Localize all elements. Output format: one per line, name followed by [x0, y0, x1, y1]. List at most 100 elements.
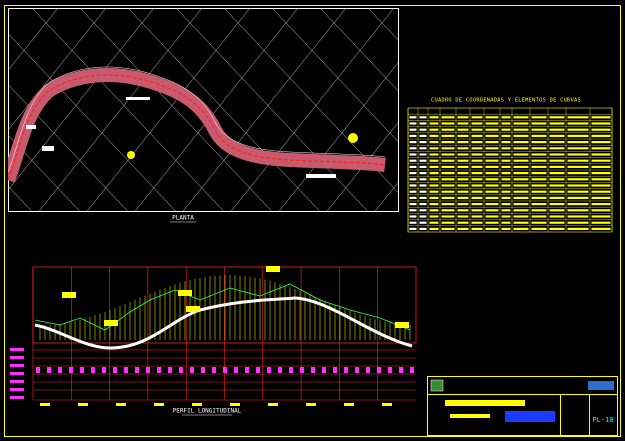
cell-text [591, 153, 611, 156]
cell-text [531, 141, 547, 144]
cell-text [591, 134, 611, 137]
cell-text [567, 227, 589, 230]
cell-text [531, 221, 547, 224]
cell-text [429, 165, 439, 168]
cell-text [429, 153, 439, 156]
cell-text [441, 227, 455, 230]
cell-text [429, 116, 439, 119]
cell-text [567, 178, 589, 181]
cell-text [471, 209, 483, 212]
cell-text [409, 227, 417, 230]
cell-text [441, 134, 455, 137]
cell-text [531, 196, 547, 199]
cell-text [457, 141, 469, 144]
cell-text [409, 134, 417, 137]
band-text [179, 367, 183, 373]
title-block [427, 376, 618, 436]
cell-text [549, 203, 565, 206]
cell-text [419, 165, 427, 168]
cell-text [419, 116, 427, 119]
grid-line [79, 8, 272, 211]
band-text [410, 367, 414, 373]
cell-text [549, 215, 565, 218]
cell-text [549, 147, 565, 150]
cell-text [457, 122, 469, 125]
cell-text [419, 215, 427, 218]
cell-text [409, 141, 417, 144]
band-text [399, 367, 403, 373]
cell-text [457, 178, 469, 181]
cell-text [471, 165, 483, 168]
cell-text [501, 178, 511, 181]
band-text [168, 367, 172, 373]
grid-line [8, 8, 59, 71]
cell-text [471, 153, 483, 156]
cell-text [471, 147, 483, 150]
station-text [306, 403, 316, 406]
cell-text [485, 215, 499, 218]
cell-text [591, 209, 611, 212]
profile-label [266, 266, 280, 272]
cell-text [567, 141, 589, 144]
station-text [268, 403, 278, 406]
cell-text [567, 190, 589, 193]
grid-line [127, 8, 320, 211]
cell-text [471, 141, 483, 144]
cell-text [513, 116, 529, 119]
cell-text [531, 190, 547, 193]
cell-text [409, 215, 417, 218]
cell-text [591, 122, 611, 125]
cell-text [471, 134, 483, 137]
station-text [382, 403, 392, 406]
station-text [116, 403, 126, 406]
cell-text [531, 203, 547, 206]
cell-text [457, 190, 469, 193]
cell-text [513, 172, 529, 175]
cell-text [501, 141, 511, 144]
cell-text [457, 215, 469, 218]
cell-text [513, 159, 529, 162]
cell-text [567, 184, 589, 187]
cell-text [409, 184, 417, 187]
cell-text [549, 159, 565, 162]
cell-text [549, 178, 565, 181]
cell-text [419, 209, 427, 212]
station-text [40, 403, 50, 406]
grid-line [223, 8, 398, 193]
cell-text [409, 190, 417, 193]
band-label [10, 348, 24, 351]
sheet-number: PL-10 [592, 416, 613, 424]
cell-text [549, 184, 565, 187]
cell-text [531, 184, 547, 187]
cell-text [591, 184, 611, 187]
cell-text [457, 172, 469, 175]
cell-text [591, 147, 611, 150]
band-text [311, 367, 315, 373]
cell-text [419, 159, 427, 162]
band-label [10, 388, 24, 391]
cell-text [531, 116, 547, 119]
grid-line [8, 8, 107, 131]
cell-text [441, 165, 455, 168]
cell-text [419, 227, 427, 230]
cell-text [419, 178, 427, 181]
cell-text [591, 128, 611, 131]
cell-text [409, 209, 417, 212]
grid-line [8, 8, 155, 191]
logo-right [588, 381, 614, 390]
cell-text [591, 190, 611, 193]
cell-text [409, 128, 417, 131]
road-axis [8, 74, 386, 181]
grid-line [278, 62, 398, 211]
sheet-border [4, 5, 621, 437]
cell-text [501, 190, 511, 193]
cell-text [429, 122, 439, 125]
cell-text [567, 209, 589, 212]
grid-line [182, 8, 347, 211]
cell-text [471, 196, 483, 199]
block-text [445, 400, 525, 406]
station-text [78, 403, 88, 406]
cell-text [429, 203, 439, 206]
cell-text [441, 209, 455, 212]
